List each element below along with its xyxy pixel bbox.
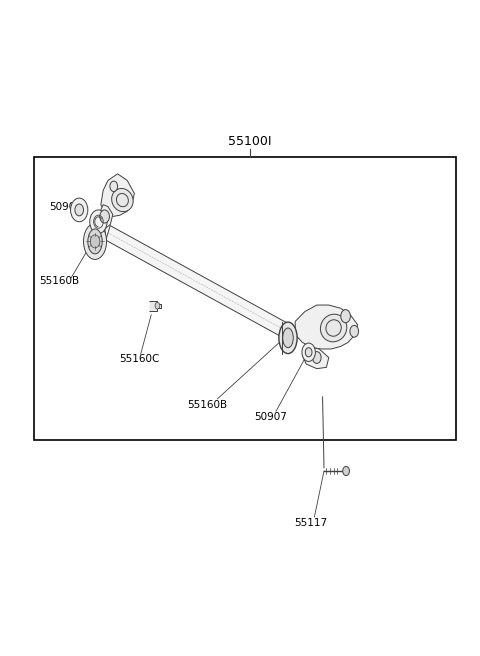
Ellipse shape [84,223,107,260]
Circle shape [305,348,312,357]
Circle shape [343,466,349,476]
Text: 50907: 50907 [49,201,82,212]
Circle shape [341,310,350,323]
Ellipse shape [321,314,347,342]
Circle shape [350,325,359,337]
Ellipse shape [88,229,102,254]
Polygon shape [106,226,295,342]
Circle shape [90,210,107,234]
Text: 55160C: 55160C [119,354,159,365]
Ellipse shape [283,328,293,348]
Circle shape [155,302,160,309]
Bar [34,157,456,440]
Text: 50907: 50907 [254,411,287,422]
Circle shape [100,210,109,223]
Circle shape [312,352,321,363]
Circle shape [302,343,315,361]
Text: 55160B: 55160B [187,400,228,410]
Circle shape [75,204,84,216]
Polygon shape [149,301,161,311]
Ellipse shape [112,188,133,212]
Text: 55100I: 55100I [228,134,271,148]
Text: 55117: 55117 [294,518,327,528]
Circle shape [90,235,100,248]
Circle shape [71,198,88,222]
Polygon shape [98,205,113,228]
Polygon shape [302,346,329,369]
Ellipse shape [279,322,297,354]
Text: 55160B: 55160B [39,276,80,286]
Polygon shape [101,174,134,216]
Circle shape [110,181,118,192]
Polygon shape [295,305,358,349]
